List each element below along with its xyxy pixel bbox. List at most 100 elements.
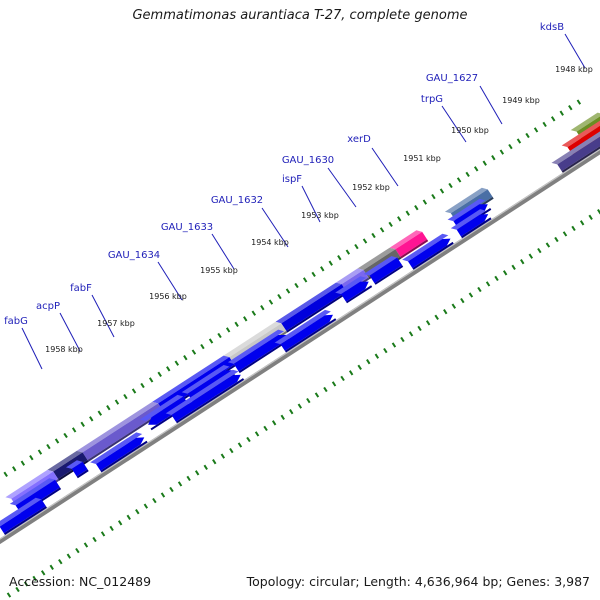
tick-mark — [3, 471, 8, 477]
tick-mark — [46, 443, 51, 450]
tick-mark — [6, 592, 12, 598]
tick-mark — [550, 116, 556, 122]
kbp-tick-label: 1952 kbp — [352, 183, 390, 192]
tick-mark — [320, 266, 325, 272]
tick-mark — [448, 182, 453, 189]
tick-mark — [12, 466, 17, 472]
tick-mark — [528, 253, 534, 259]
tick-mark — [374, 353, 380, 359]
tick-mark — [97, 410, 103, 416]
tick-mark — [260, 305, 265, 311]
tick-mark — [23, 581, 29, 587]
gene-label: trpG — [421, 94, 443, 105]
gene-arrow — [165, 369, 245, 424]
tick-mark — [37, 449, 43, 455]
tick-mark — [354, 243, 359, 250]
feature-track — [0, 112, 600, 535]
tick-mark — [379, 227, 385, 233]
gene-leader-line — [301, 185, 321, 223]
tick-mark — [289, 409, 294, 415]
gene-leader-line — [157, 261, 183, 301]
tick-mark — [545, 242, 551, 248]
tick-mark — [58, 559, 63, 565]
tick-mark — [109, 525, 114, 532]
gene-arrow — [363, 256, 404, 285]
tick-mark — [251, 310, 257, 316]
gene-arrow — [90, 432, 148, 473]
map-title: Gemmatimonas aurantiaca T-27, complete g… — [132, 8, 468, 23]
tick-mark — [246, 436, 251, 443]
tick-mark — [140, 382, 145, 389]
tick-mark — [225, 327, 231, 333]
gene-leader-line — [371, 147, 399, 187]
gene-arrow — [450, 209, 492, 239]
tick-mark — [477, 286, 482, 293]
tick-mark — [135, 509, 140, 515]
tick-mark — [75, 547, 80, 554]
tick-mark — [89, 416, 94, 422]
tick-mark — [311, 271, 316, 277]
outer-tick-ring — [3, 99, 582, 477]
tick-mark — [243, 316, 248, 322]
tick-mark — [554, 236, 559, 243]
backbone-highlight — [0, 148, 600, 540]
tick-mark — [502, 270, 508, 276]
tick-mark — [208, 338, 214, 344]
tick-mark — [422, 199, 428, 205]
tick-mark — [306, 397, 311, 404]
gene-arrow — [66, 460, 89, 479]
tick-mark — [217, 332, 222, 339]
gene-label: GAU_1634 — [108, 250, 160, 261]
tick-mark — [254, 431, 260, 437]
tick-mark — [533, 127, 539, 133]
tick-mark — [271, 420, 277, 426]
gene-label: fabF — [70, 283, 92, 294]
gene-arrow — [227, 329, 290, 374]
label-layer: 1948 kbp 1949 kbp 1950 kbp 1951 kbp 1952 kbp… — [4, 22, 593, 354]
tick-mark — [371, 232, 376, 239]
tick-mark — [294, 282, 299, 289]
gene-leader-line — [91, 294, 115, 338]
tick-mark — [166, 366, 171, 372]
tick-mark — [571, 225, 576, 232]
gene-label: fabG — [4, 316, 28, 327]
tick-mark — [511, 264, 516, 270]
tick-mark — [425, 320, 431, 326]
accession-text: Accession: NC_012489 — [9, 574, 152, 589]
tick-mark — [482, 160, 487, 166]
tick-mark — [71, 427, 77, 433]
tick-mark — [280, 414, 285, 420]
gene-label: ispF — [282, 174, 302, 185]
gene-arrow — [0, 497, 47, 535]
tick-mark — [100, 531, 106, 537]
tick-mark — [314, 392, 320, 398]
tick-mark — [439, 188, 445, 194]
gene-leader-line — [211, 233, 235, 270]
tick-mark — [174, 360, 180, 366]
tick-mark — [485, 281, 491, 287]
tick-mark — [29, 455, 34, 461]
tick-mark — [391, 342, 397, 348]
tick-mark — [323, 386, 328, 393]
tick-mark — [468, 292, 474, 298]
kbp-tick-label: 1956 kbp — [149, 292, 187, 301]
tick-mark — [123, 393, 128, 400]
tick-mark — [268, 299, 274, 305]
tick-mark — [131, 388, 137, 394]
tick-mark — [499, 149, 505, 155]
kbp-tick-label: 1958 kbp — [45, 345, 83, 354]
tick-mark — [302, 277, 308, 283]
gene-leader-line — [327, 167, 357, 208]
tick-mark — [40, 570, 46, 576]
gene-arrow — [274, 309, 337, 353]
tick-mark — [576, 99, 582, 105]
gene-leader-line — [261, 207, 289, 248]
tick-mark — [405, 210, 410, 216]
tick-mark — [340, 375, 345, 382]
tick-mark — [388, 221, 393, 227]
tick-mark — [525, 132, 530, 139]
tick-mark — [66, 553, 72, 559]
tick-mark — [63, 432, 68, 439]
